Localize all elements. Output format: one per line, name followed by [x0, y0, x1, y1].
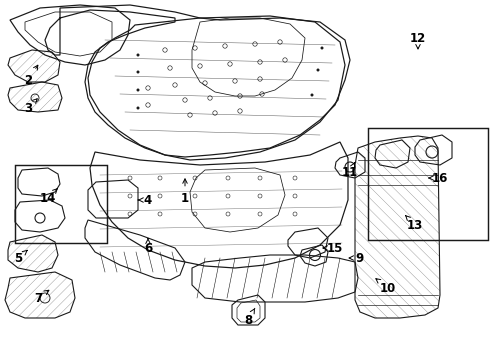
Text: 1: 1 — [181, 179, 189, 204]
Circle shape — [137, 107, 140, 109]
Circle shape — [137, 89, 140, 91]
Text: 13: 13 — [406, 216, 423, 231]
Bar — [15, 165, 107, 243]
Text: 5: 5 — [14, 250, 27, 265]
Text: 9: 9 — [349, 252, 364, 265]
Text: 15: 15 — [323, 242, 343, 255]
Text: 14: 14 — [40, 189, 57, 204]
Circle shape — [137, 71, 140, 73]
Text: 6: 6 — [144, 239, 152, 255]
Text: 10: 10 — [376, 279, 396, 294]
Text: 2: 2 — [24, 65, 38, 86]
Circle shape — [320, 46, 323, 50]
Bar — [368, 128, 488, 240]
Text: 7: 7 — [34, 290, 49, 305]
Text: 3: 3 — [24, 99, 37, 114]
Text: 8: 8 — [244, 308, 255, 327]
Text: 11: 11 — [342, 163, 358, 179]
Circle shape — [137, 54, 140, 57]
Text: 12: 12 — [410, 32, 426, 49]
Circle shape — [311, 94, 314, 96]
Circle shape — [317, 68, 319, 72]
Text: 16: 16 — [429, 171, 448, 185]
Text: 4: 4 — [138, 194, 152, 207]
